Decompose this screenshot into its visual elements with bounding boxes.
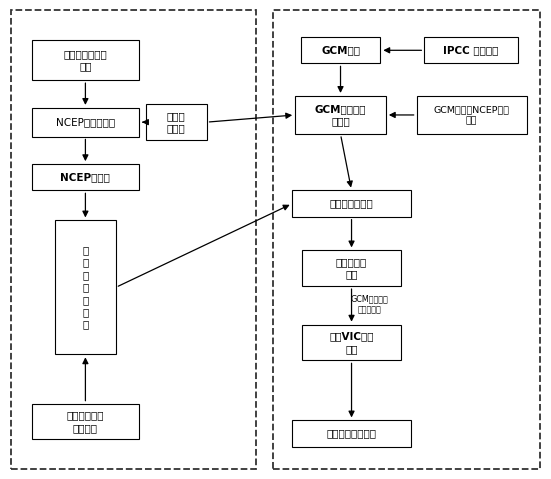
Bar	[302, 250, 401, 286]
Text: NCEP主分量: NCEP主分量	[61, 172, 110, 182]
Text: IPCC 排放情景: IPCC 排放情景	[444, 46, 499, 55]
Text: 最佳降尺度方法: 最佳降尺度方法	[329, 199, 374, 208]
Bar	[302, 325, 401, 361]
Bar	[31, 108, 139, 137]
Text: 降水、气温
预测: 降水、气温 预测	[336, 257, 367, 279]
Bar	[292, 190, 410, 217]
Bar	[301, 37, 380, 64]
Text: GCM输出: GCM输出	[321, 46, 360, 55]
Bar	[31, 403, 139, 440]
Bar	[417, 96, 527, 134]
Bar	[31, 164, 139, 190]
Text: NCEP再分析资料: NCEP再分析资料	[56, 117, 115, 127]
Text: 主成分
分析法: 主成分 分析法	[167, 111, 186, 133]
Text: GCM输出数据
主分量: GCM输出数据 主分量	[315, 104, 366, 126]
Text: 流域径流过程预测: 流域径流过程预测	[327, 429, 376, 438]
Text: GCM数据向NCEP数据
同化: GCM数据向NCEP数据 同化	[434, 105, 510, 125]
Text: GCM与流域水
文模型耦合: GCM与流域水 文模型耦合	[350, 295, 388, 314]
Bar	[295, 96, 386, 134]
Text: 流域气象站点
降水气温: 流域气象站点 降水气温	[67, 411, 104, 433]
Text: 大尺度气候因子
选择: 大尺度气候因子 选择	[63, 49, 107, 71]
Text: 统
计
降
尺
度
方
法: 统 计 降 尺 度 方 法	[82, 245, 89, 330]
Bar	[424, 37, 518, 64]
Bar	[31, 40, 139, 80]
Bar	[11, 10, 256, 469]
Bar	[55, 220, 116, 354]
Bar	[273, 10, 540, 469]
Bar	[292, 421, 410, 446]
Bar	[146, 104, 207, 140]
Text: 流域VIC水文
模型: 流域VIC水文 模型	[329, 331, 374, 354]
